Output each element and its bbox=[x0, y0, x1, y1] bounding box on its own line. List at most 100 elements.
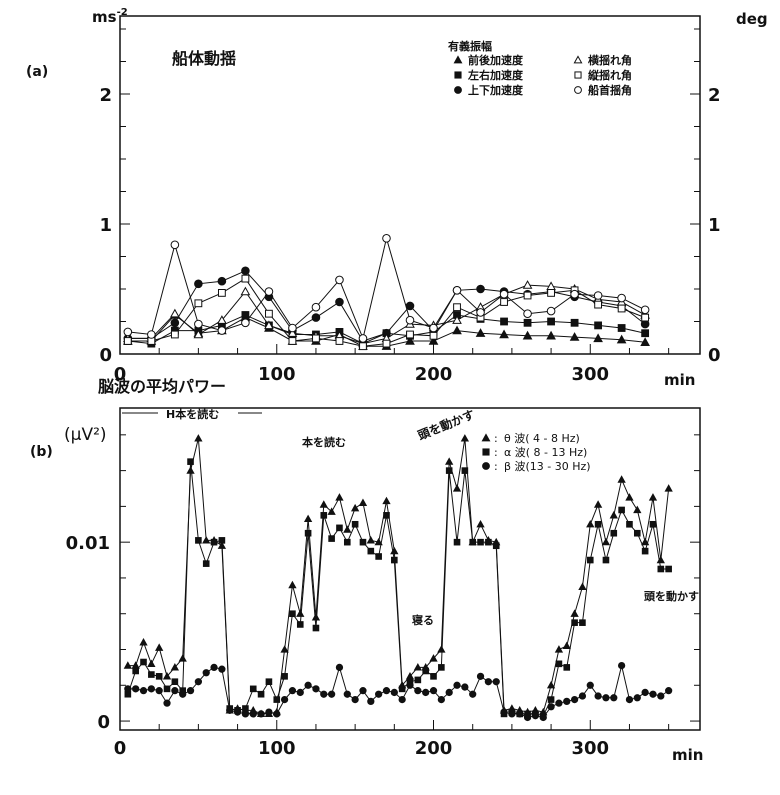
panel-b-data-point bbox=[296, 621, 304, 628]
panel-a-data-point bbox=[147, 330, 156, 339]
panel-b-data-point bbox=[311, 612, 321, 621]
panel-a: (a) 船体動揺 ms-2 deg min 0 100 200 300 0 1 2 0 1 2 有… bbox=[26, 7, 768, 389]
panel-b: 脳波の平均パワー (b) (μV²) min 0 100 200 300 0 0.01 :… bbox=[30, 377, 703, 764]
panel-a-data-point bbox=[170, 308, 180, 318]
panel-a-data-point bbox=[241, 266, 250, 276]
panel-b-data-point bbox=[382, 496, 391, 505]
panel-b-data-point bbox=[602, 694, 610, 702]
panel-b-data-point bbox=[461, 467, 469, 474]
panel-b-data-point bbox=[625, 695, 634, 704]
panel-b-data-point bbox=[445, 467, 453, 474]
panel-b-plot-frame bbox=[119, 407, 701, 731]
panel-a-ytick-right-label: 0 bbox=[708, 345, 721, 366]
panel-a-data-point bbox=[123, 337, 132, 345]
panel-b-data-point bbox=[280, 695, 289, 704]
panel-b-data-point bbox=[626, 520, 633, 528]
panel-b-data-point bbox=[123, 661, 132, 669]
panel-a-data-point bbox=[194, 299, 203, 308]
panel-b-data-point bbox=[281, 673, 288, 680]
panel-b-data-point bbox=[594, 520, 602, 528]
panel-b-series-3 bbox=[124, 661, 673, 722]
panel-b-xtick-label: 0 bbox=[114, 738, 127, 759]
panel-b-data-point bbox=[163, 685, 171, 693]
panel-a-data-point bbox=[359, 342, 367, 351]
panel-a-data-point bbox=[546, 306, 556, 316]
panel-a-data-point bbox=[288, 323, 297, 333]
panel-b-data-point bbox=[414, 676, 422, 684]
panel-a-data-point bbox=[617, 324, 626, 332]
panel-a-data-point bbox=[405, 301, 415, 311]
panel-b-data-point bbox=[343, 525, 352, 533]
panel-b-data-point bbox=[539, 713, 547, 722]
panel-b-data-point bbox=[382, 687, 391, 695]
panel-b-data-point bbox=[170, 663, 180, 671]
panel-b-data-point bbox=[593, 500, 603, 508]
panel-a-data-point bbox=[499, 289, 509, 299]
panel-b-legend-label: α 波( 8 - 13 Hz) bbox=[504, 446, 587, 459]
panel-b-data-point bbox=[453, 538, 461, 546]
panel-a-data-point bbox=[335, 297, 344, 307]
panel-b-data-point bbox=[155, 673, 163, 680]
panel-a-series-6 bbox=[123, 234, 650, 343]
panel-b-data-point bbox=[304, 529, 312, 537]
panel-a-legend-label: 前後加速度 bbox=[468, 53, 524, 67]
panel-b-data-point bbox=[139, 638, 148, 646]
panel-b-ytick-label: 0.01 bbox=[66, 533, 110, 554]
panel-b-legend-colon: : bbox=[494, 432, 498, 445]
panel-a-data-point bbox=[265, 309, 273, 318]
panel-b-data-point bbox=[641, 688, 649, 697]
panel-b-label: (b) bbox=[30, 444, 53, 460]
panel-b-xlabel: min bbox=[672, 746, 703, 764]
panel-b-data-point bbox=[359, 687, 367, 695]
panel-a-data-point bbox=[546, 330, 556, 340]
panel-b-data-point bbox=[586, 519, 595, 528]
panel-a-data-point bbox=[452, 315, 462, 324]
panel-a-data-point bbox=[382, 234, 391, 243]
panel-a-ticks: 0 100 200 300 0 1 2 0 1 2 bbox=[99, 28, 721, 385]
panel-b-legend: : θ 波( 4 - 8 Hz): α 波( 8 - 13 Hz): β 波(13 -… bbox=[481, 432, 591, 473]
panel-a-left-unit: ms-2 bbox=[92, 7, 128, 26]
panel-b-data-point bbox=[350, 503, 360, 512]
panel-a-data-point bbox=[382, 339, 391, 348]
panel-b-data-point bbox=[523, 713, 532, 722]
panel-a-data-point bbox=[452, 286, 462, 295]
panel-a-xtick-label: 0 bbox=[114, 364, 127, 385]
panel-a-legend-label: 左右加速度 bbox=[467, 68, 524, 82]
panel-b-data-point bbox=[555, 660, 563, 668]
panel-a-series bbox=[122, 234, 650, 351]
panel-a-data-point bbox=[335, 337, 344, 345]
panel-b-data-point bbox=[257, 690, 265, 698]
panel-a-data-point bbox=[616, 334, 627, 344]
panel-b-data-point bbox=[162, 672, 172, 680]
panel-a-data-point bbox=[194, 319, 203, 329]
panel-b-data-point bbox=[398, 695, 406, 704]
panel-b-data-point bbox=[601, 537, 611, 546]
panel-a-data-point bbox=[593, 291, 603, 300]
panel-a-data-point bbox=[264, 287, 274, 296]
panel-a-legend-marker bbox=[573, 55, 583, 64]
panel-b-data-point bbox=[358, 498, 368, 506]
panel-b-data-point bbox=[202, 669, 210, 677]
panel-b-data-point bbox=[640, 537, 650, 546]
panel-b-data-point bbox=[319, 500, 328, 508]
panel-b-title: 脳波の平均パワー bbox=[98, 377, 226, 396]
panel-b-data-point bbox=[351, 695, 359, 704]
panel-a-data-point bbox=[617, 293, 626, 303]
panel-b-data-point bbox=[351, 520, 359, 528]
panel-b-data-point bbox=[218, 665, 226, 673]
panel-b-data-point bbox=[430, 673, 437, 680]
panel-b-data-point bbox=[547, 696, 555, 703]
annotation-h-read-book: H本を読む bbox=[166, 407, 219, 421]
panel-b-data-point bbox=[618, 506, 625, 514]
panel-b-xtick-label: 300 bbox=[571, 738, 609, 759]
panel-b-data-point bbox=[633, 694, 641, 702]
panel-b-data-point bbox=[610, 529, 618, 537]
panel-a-ytick-left-label: 0 bbox=[99, 345, 112, 366]
panel-a-ytick-right-label: 1 bbox=[708, 215, 721, 236]
panel-b-data-point bbox=[147, 659, 156, 667]
panel-b-data-point bbox=[664, 484, 673, 492]
panel-b-data-point bbox=[610, 694, 618, 702]
panel-a-data-point bbox=[641, 313, 650, 322]
panel-a-data-point bbox=[311, 313, 321, 322]
panel-a-data-point bbox=[240, 286, 251, 296]
